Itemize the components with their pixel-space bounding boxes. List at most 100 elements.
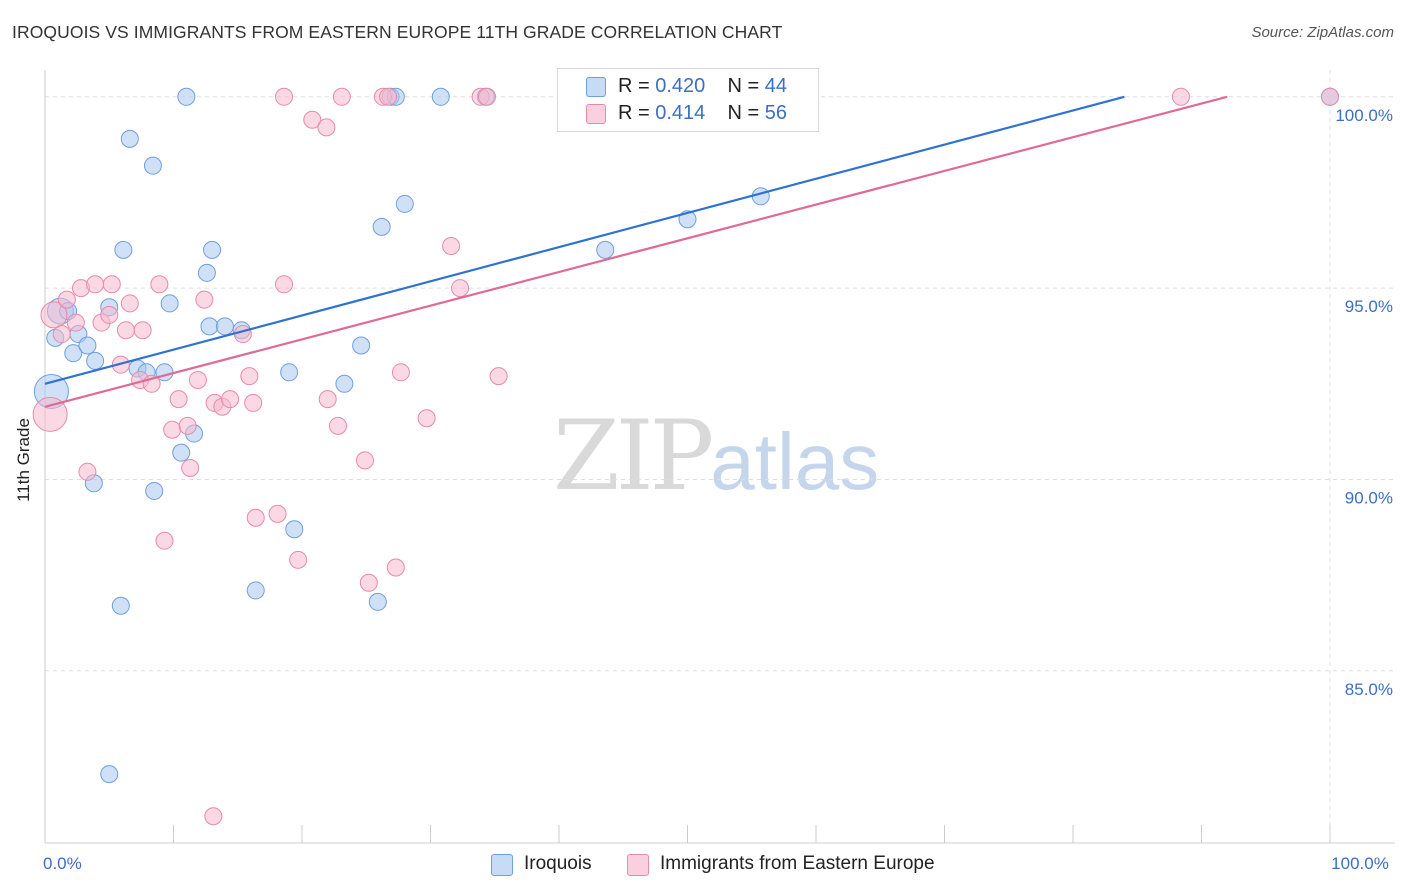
immigrants-point bbox=[188, 370, 207, 389]
iroquois-trendline bbox=[44, 95, 1125, 385]
immigrants-point bbox=[32, 396, 68, 432]
immigrants-point bbox=[246, 508, 265, 527]
legend-immigrants-swatch bbox=[627, 854, 649, 876]
immigrants-point bbox=[163, 420, 182, 439]
iroquois-point bbox=[368, 592, 387, 611]
immigrants-point bbox=[386, 558, 405, 577]
immigrants-point bbox=[57, 290, 76, 309]
iroquois-point bbox=[172, 443, 191, 462]
iroquois-point bbox=[86, 351, 105, 370]
immigrants-point bbox=[417, 409, 436, 428]
immigrants-point bbox=[379, 87, 398, 106]
immigrants-point bbox=[268, 504, 287, 523]
iroquois-point bbox=[114, 240, 133, 259]
immigrants-point bbox=[317, 118, 336, 137]
immigrants-point bbox=[275, 275, 294, 294]
y-tick-label: 85.0% bbox=[1345, 680, 1393, 699]
immigrants-point bbox=[204, 807, 223, 826]
x-tick-label: 0.0% bbox=[43, 854, 82, 873]
legend-iroquois-swatch bbox=[491, 854, 513, 876]
immigrants-n-value: 56 bbox=[764, 102, 788, 124]
immigrants-point bbox=[303, 110, 322, 129]
iroquois-point bbox=[280, 363, 299, 382]
immigrants-point bbox=[240, 367, 259, 386]
tick-labels-layer: 100.0% 95.0% 90.0% 85.0% 0.0% 100.0% bbox=[43, 106, 1393, 873]
immigrants-point bbox=[66, 313, 85, 332]
immigrants-point bbox=[442, 237, 461, 256]
legend-immigrants-label: Immigrants from Eastern Europe bbox=[660, 853, 935, 874]
iroquois-point bbox=[143, 156, 162, 175]
x-tick-label: 100.0% bbox=[1331, 854, 1389, 873]
immigrants-point bbox=[133, 321, 152, 340]
immigrants-point bbox=[451, 279, 470, 298]
iroquois-point bbox=[100, 765, 119, 784]
immigrants-point bbox=[221, 390, 240, 409]
iroquois-point bbox=[395, 194, 414, 213]
iroquois-point bbox=[145, 481, 164, 500]
immigrants-point bbox=[489, 367, 508, 386]
immigrants-point bbox=[78, 462, 97, 481]
immigrants-n-label: N = bbox=[727, 102, 765, 124]
iroquois-swatch bbox=[586, 77, 606, 97]
immigrants-stats-text: R = 0.414 N = 56 bbox=[618, 102, 787, 125]
y-tick-label: 100.0% bbox=[1335, 106, 1393, 125]
immigrants-point bbox=[102, 275, 121, 294]
immigrants-r-value: 0.414 bbox=[655, 102, 706, 124]
chart-title: IROQUOIS VS IMMIGRANTS FROM EASTERN EURO… bbox=[12, 22, 783, 42]
iroquois-point bbox=[596, 240, 615, 259]
immigrants-point bbox=[355, 451, 374, 470]
iroquois-r-label: R = bbox=[618, 75, 656, 97]
trend-layer bbox=[44, 95, 1228, 408]
immigrants-point bbox=[120, 294, 139, 313]
immigrants-point bbox=[244, 393, 263, 412]
immigrants-point bbox=[40, 301, 68, 329]
immigrants-point bbox=[1321, 87, 1339, 106]
iroquois-point bbox=[215, 317, 234, 336]
watermark-zip: ZIP bbox=[553, 400, 714, 512]
axes-layer bbox=[44, 70, 1395, 844]
iroquois-point bbox=[335, 374, 354, 393]
iroquois-stats-text: R = 0.420 N = 44 bbox=[618, 75, 787, 98]
iroquois-n-value: 44 bbox=[764, 75, 788, 97]
iroquois-n-label: N = bbox=[727, 75, 765, 97]
immigrants-point bbox=[233, 325, 252, 344]
iroquois-point bbox=[78, 336, 97, 355]
immigrants-point bbox=[52, 325, 71, 344]
immigrants-point bbox=[328, 416, 347, 435]
immigrants-point bbox=[359, 573, 378, 592]
iroquois-point bbox=[177, 87, 196, 106]
immigrants-r-label: R = bbox=[618, 102, 656, 124]
immigrants-point bbox=[332, 87, 351, 106]
watermark-atlas: atlas bbox=[710, 417, 880, 506]
iroquois-point bbox=[352, 336, 371, 355]
immigrants-point bbox=[195, 290, 214, 309]
immigrants-swatch bbox=[586, 104, 606, 124]
iroquois-point bbox=[200, 317, 219, 336]
immigrants-point bbox=[391, 363, 410, 382]
immigrants-point bbox=[289, 550, 308, 569]
immigrants-point bbox=[275, 87, 294, 106]
immigrants-point bbox=[318, 390, 337, 409]
immigrants-point bbox=[181, 458, 200, 477]
iroquois-point bbox=[285, 520, 304, 539]
immigrants-point bbox=[478, 87, 497, 106]
iroquois-point bbox=[246, 581, 265, 600]
immigrants-point bbox=[150, 275, 169, 294]
iroquois-point bbox=[203, 240, 222, 259]
iroquois-point bbox=[751, 187, 770, 206]
iroquois-point bbox=[431, 87, 450, 106]
watermark: ZIPatlas bbox=[553, 400, 879, 512]
stats-legend: R = 0.420 N = 44 R = 0.414 N = 56 bbox=[557, 68, 819, 132]
iroquois-point bbox=[111, 596, 130, 615]
source-note: Source: ZipAtlas.com bbox=[1251, 24, 1394, 41]
iroquois-r-value: 0.420 bbox=[655, 75, 706, 97]
iroquois-point bbox=[120, 129, 139, 148]
immigrants-point bbox=[116, 321, 135, 340]
y-tick-label: 95.0% bbox=[1345, 297, 1393, 316]
grid-layer bbox=[45, 70, 1395, 843]
immigrants-point bbox=[100, 305, 119, 324]
immigrants-point bbox=[169, 390, 188, 409]
immigrants-trendline bbox=[44, 95, 1228, 408]
y-tick-label: 90.0% bbox=[1345, 488, 1393, 507]
